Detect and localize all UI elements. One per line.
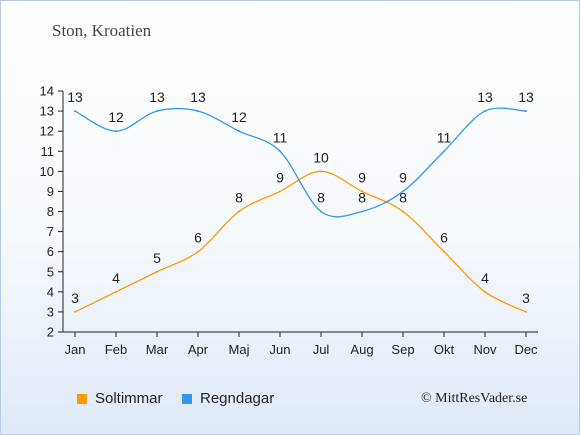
data-label-soltimmar: 3 xyxy=(522,290,530,306)
data-point-regndagar xyxy=(74,110,76,113)
soltimmar-swatch xyxy=(77,393,87,404)
data-label-soltimmar: 8 xyxy=(235,190,243,206)
data-point-soltimmar xyxy=(156,270,158,273)
data-label-soltimmar: 9 xyxy=(358,169,366,185)
y-tick-label: 10 xyxy=(40,164,54,179)
series-line-regndagar xyxy=(74,107,527,218)
y-tick-label: 8 xyxy=(47,204,54,219)
chart-title: Ston, Kroatien xyxy=(52,21,152,40)
data-label-soltimmar: 5 xyxy=(153,250,161,266)
data-point-regndagar xyxy=(156,110,158,113)
data-point-regndagar xyxy=(402,190,404,193)
data-point-soltimmar xyxy=(484,290,486,293)
data-point-soltimmar xyxy=(238,210,240,213)
data-label-regndagar: 8 xyxy=(317,190,325,206)
x-tick-label: Sep xyxy=(391,342,414,357)
data-point-soltimmar xyxy=(279,190,281,193)
data-label-regndagar: 13 xyxy=(518,89,534,105)
data-point-regndagar xyxy=(279,150,281,153)
x-tick-label: Okt xyxy=(434,342,455,357)
data-label-regndagar: 13 xyxy=(190,89,206,105)
y-tick-label: 13 xyxy=(40,104,54,119)
regndagar-swatch xyxy=(182,393,192,404)
data-label-regndagar: 11 xyxy=(273,129,288,145)
y-tick-label: 11 xyxy=(41,144,55,159)
data-label-regndagar: 13 xyxy=(477,89,493,105)
data-point-regndagar xyxy=(443,150,445,153)
legend-label-regndagar: Regndagar xyxy=(200,390,275,407)
data-label-soltimmar: 4 xyxy=(481,270,489,286)
data-point-soltimmar xyxy=(361,190,363,193)
data-label-soltimmar: 10 xyxy=(313,149,329,165)
data-point-soltimmar xyxy=(525,310,527,313)
data-point-soltimmar xyxy=(443,250,445,253)
x-tick-label: Jul xyxy=(313,342,330,357)
data-label-regndagar: 8 xyxy=(358,190,366,206)
y-tick-label: 3 xyxy=(47,304,54,319)
data-label-soltimmar: 8 xyxy=(399,190,407,206)
data-label-soltimmar: 6 xyxy=(440,230,448,246)
data-point-soltimmar xyxy=(74,310,76,313)
x-tick-label: Dec xyxy=(514,342,538,357)
data-point-regndagar xyxy=(525,110,527,113)
data-point-soltimmar xyxy=(402,210,404,213)
y-tick-label: 9 xyxy=(47,184,54,199)
data-point-regndagar xyxy=(361,210,363,213)
data-point-soltimmar xyxy=(197,250,199,253)
y-tick-label: 6 xyxy=(47,244,54,259)
legend-label-soltimmar: Soltimmar xyxy=(95,390,163,407)
data-label-regndagar: 12 xyxy=(108,109,124,125)
x-tick-label: Apr xyxy=(188,342,209,357)
y-tick-label: 4 xyxy=(47,284,54,299)
copyright-text: © MittResVader.se xyxy=(421,391,528,406)
x-tick-label: Nov xyxy=(473,342,497,357)
x-tick-label: Jan xyxy=(65,342,86,357)
data-point-regndagar xyxy=(238,130,240,133)
data-label-regndagar: 13 xyxy=(149,89,165,105)
series-line-soltimmar xyxy=(74,170,527,313)
y-tick-label: 14 xyxy=(40,84,54,99)
data-label-soltimmar: 9 xyxy=(276,169,284,185)
x-tick-label: Mar xyxy=(146,342,169,357)
x-tick-label: Feb xyxy=(105,342,127,357)
data-point-soltimmar xyxy=(115,290,117,293)
legend-item-soltimmar: Soltimmar xyxy=(77,390,163,407)
data-point-regndagar xyxy=(484,110,486,113)
data-point-regndagar xyxy=(320,210,322,213)
x-tick-label: Aug xyxy=(350,342,373,357)
data-point-soltimmar xyxy=(320,170,322,173)
data-label-regndagar: 9 xyxy=(399,169,407,185)
x-tick-label: Jun xyxy=(270,342,291,357)
y-tick-label: 7 xyxy=(47,224,54,239)
data-point-regndagar xyxy=(197,110,199,113)
y-tick-label: 12 xyxy=(40,124,54,139)
data-label-regndagar: 11 xyxy=(437,129,452,145)
y-tick-label: 2 xyxy=(47,325,54,340)
data-label-soltimmar: 6 xyxy=(194,230,202,246)
legend-item-regndagar: Regndagar xyxy=(182,390,274,407)
data-label-regndagar: 12 xyxy=(231,109,247,125)
data-label-regndagar: 13 xyxy=(67,89,83,105)
data-point-regndagar xyxy=(115,130,117,133)
y-tick-label: 5 xyxy=(47,264,54,279)
x-tick-label: Maj xyxy=(229,342,250,357)
data-label-soltimmar: 3 xyxy=(71,290,79,306)
data-label-soltimmar: 4 xyxy=(112,270,120,286)
